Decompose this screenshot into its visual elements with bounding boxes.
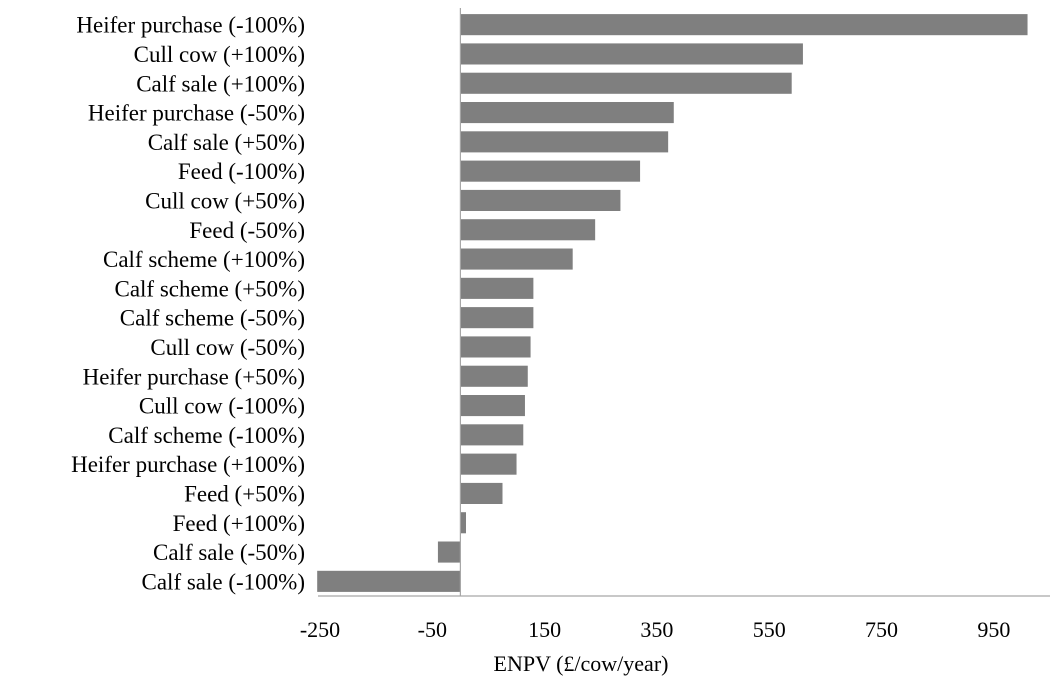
bar <box>460 160 641 182</box>
category-label: Calf sale (-50%) <box>153 540 305 565</box>
bar <box>460 131 669 153</box>
bar <box>460 43 803 65</box>
category-label: Calf scheme (-50%) <box>120 306 305 331</box>
bar <box>460 14 1028 36</box>
category-label: Calf sale (+100%) <box>136 71 305 96</box>
category-label: Calf sale (+50%) <box>148 130 305 155</box>
category-label: Heifer purchase (-50%) <box>88 101 305 126</box>
category-label: Cull cow (+50%) <box>145 188 305 213</box>
bar <box>460 365 528 387</box>
bar <box>460 248 573 270</box>
category-label: Heifer purchase (+50%) <box>83 364 305 389</box>
category-label: Calf scheme (+100%) <box>103 247 305 272</box>
bar <box>460 307 534 329</box>
category-label: Cull cow (-100%) <box>139 394 305 419</box>
category-labels: Heifer purchase (-100%) Cull cow (+100%) C… <box>71 13 305 595</box>
bar <box>437 541 461 563</box>
x-tick-label: -250 <box>300 617 340 642</box>
category-label: Calf scheme (-100%) <box>108 423 305 448</box>
category-label: Calf scheme (+50%) <box>114 276 305 301</box>
bar <box>317 570 461 592</box>
x-tick-label: 550 <box>753 617 786 642</box>
bar <box>460 453 517 475</box>
bar <box>460 72 792 94</box>
category-label: Calf sale (-100%) <box>142 569 306 594</box>
x-axis-title: ENPV (£/cow/year) <box>494 651 669 676</box>
category-label: Feed (-100%) <box>178 159 305 184</box>
category-label: Heifer purchase (-100%) <box>76 13 305 38</box>
x-tick-label: 350 <box>640 617 673 642</box>
bar <box>460 277 534 299</box>
x-tick-label: 150 <box>528 617 561 642</box>
bar <box>460 102 674 124</box>
bar <box>460 395 525 417</box>
bar <box>460 424 524 446</box>
x-tick-label: 950 <box>977 617 1010 642</box>
category-label: Cull cow (+100%) <box>134 42 305 67</box>
bar <box>460 189 621 211</box>
bar <box>460 512 466 534</box>
bars-group <box>317 14 1028 592</box>
bar <box>460 336 531 358</box>
category-label: Feed (+100%) <box>173 511 305 536</box>
x-tick-label: -50 <box>418 617 447 642</box>
x-tick-labels: -250 -50 150 350 550 750 950 <box>300 617 1011 642</box>
category-label: Heifer purchase (+100%) <box>71 452 305 477</box>
category-label: Feed (-50%) <box>189 218 305 243</box>
bar <box>460 219 596 241</box>
category-label: Feed (+50%) <box>184 481 305 506</box>
bar <box>460 482 503 504</box>
x-tick-label: 750 <box>865 617 898 642</box>
category-label: Cull cow (-50%) <box>150 335 305 360</box>
